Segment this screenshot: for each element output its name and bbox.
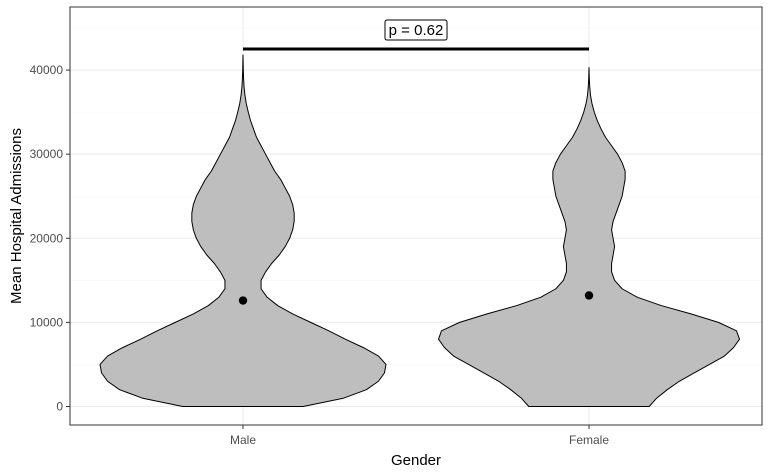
- p-value-label-box: [384, 19, 448, 41]
- mean-point-female: [584, 291, 594, 300]
- x-axis-title: Gender: [391, 452, 441, 469]
- y-axis: 0 10000 20000 30000 40000: [30, 63, 70, 413]
- panel-border: [69, 6, 763, 426]
- violin-female: [437, 67, 741, 407]
- y-axis-title: Mean Hospital Admissions: [8, 128, 25, 304]
- mean-point-male: [238, 296, 248, 305]
- y-tick-label: 0: [56, 399, 63, 413]
- significance-annotation: p = 0.62: [243, 19, 589, 51]
- x-axis: Male Female: [230, 425, 609, 447]
- x-tick-label: Female: [569, 433, 609, 447]
- y-tick-label: 30000: [30, 147, 64, 161]
- violin-male: [99, 54, 387, 407]
- y-tick-label: 40000: [30, 63, 64, 77]
- violins: [99, 54, 741, 407]
- x-tick-label: Male: [230, 433, 256, 447]
- y-tick-label: 10000: [30, 315, 64, 329]
- y-tick-label: 20000: [30, 231, 64, 245]
- mean-points: [238, 291, 594, 305]
- p-value-label: p = 0.62: [389, 22, 444, 39]
